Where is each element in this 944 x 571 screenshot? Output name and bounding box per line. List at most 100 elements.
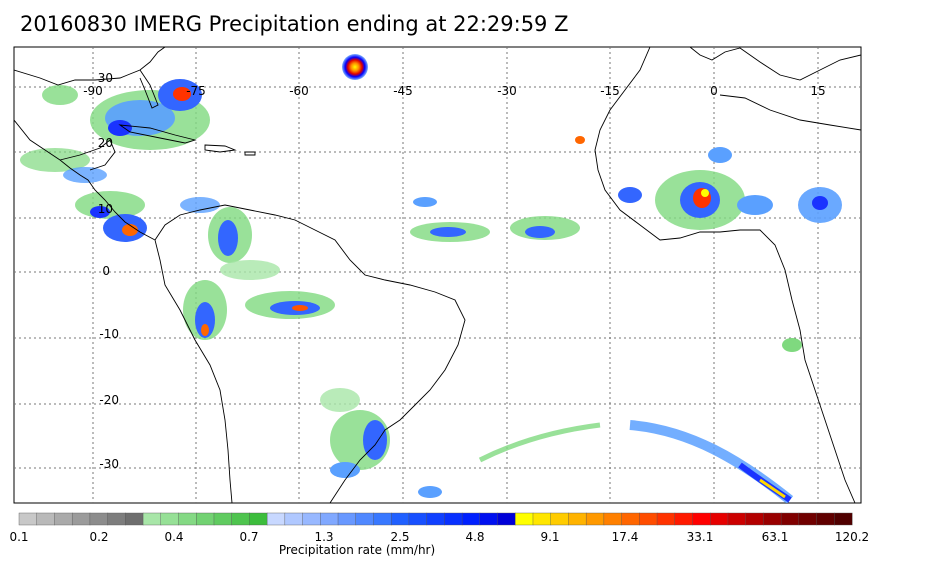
colorbar-tick-label: 9.1 [540, 530, 559, 544]
colorbar-tick-label: 0.2 [89, 530, 108, 544]
precip-area [737, 195, 773, 215]
colorbar-swatch [408, 512, 428, 526]
colorbar-tick-label: 1.3 [314, 530, 333, 544]
colorbar-swatch [515, 512, 534, 526]
coastline-mediterranean [719, 94, 861, 131]
precip-area [430, 227, 466, 237]
colorbar-swatch [36, 512, 55, 526]
precip-area [812, 196, 828, 210]
colorbar-swatch [426, 512, 445, 526]
precip-area [90, 206, 110, 218]
coastline-europe [689, 47, 861, 81]
colorbar-swatch [479, 512, 499, 526]
storm-cell [342, 54, 368, 80]
lat-labels: 30 20 10 0 -10 -20 -30 [98, 71, 119, 471]
colorbar-swatches [18, 512, 853, 526]
colorbar-swatch [373, 512, 392, 526]
coastline-north-america [14, 47, 166, 86]
colorbar-swatch [89, 512, 109, 526]
colorbar-swatch [603, 512, 623, 526]
lon-label: 0 [710, 84, 718, 98]
colorbar-swatch [54, 512, 73, 526]
precip-area [782, 338, 802, 352]
coastline-puerto-rico [244, 151, 256, 156]
lat-label: 30 [98, 71, 113, 85]
colorbar-swatch [390, 512, 410, 526]
colorbar-tick-label: 0.1 [9, 530, 28, 544]
colorbar-swatch [727, 512, 747, 526]
lat-label: -30 [99, 457, 119, 471]
lat-label: -20 [99, 393, 119, 407]
precip-area [418, 486, 442, 498]
precipitation-fields [20, 54, 842, 498]
colorbar-tick-label: 17.4 [612, 530, 639, 544]
colorbar-swatch [249, 512, 268, 526]
coastline-south-america [154, 204, 466, 503]
colorbar-tick-label: 33.1 [687, 530, 714, 544]
colorbar-swatch [745, 512, 764, 526]
precip-area [413, 197, 437, 207]
lat-label: 20 [98, 136, 113, 150]
coastline-yucatan [59, 139, 116, 171]
colorbar-swatch [320, 512, 339, 526]
precip-area [108, 120, 132, 136]
precip-area [173, 87, 191, 101]
colorbar-tick-label: 0.7 [239, 530, 258, 544]
colorbar-tick-labels: 0.1 0.2 0.4 0.7 1.3 2.5 4.8 9.1 17.4 33.… [9, 530, 869, 544]
colorbar-tick-label: 4.8 [465, 530, 484, 544]
lon-label: -60 [289, 84, 309, 98]
lon-label: 15 [810, 84, 825, 98]
colorbar-swatch [355, 512, 374, 526]
colorbar-swatch [692, 512, 711, 526]
precip-area [218, 220, 238, 256]
colorbar-swatch [160, 512, 180, 526]
coastlines [14, 47, 861, 503]
precip-area [195, 302, 215, 338]
colorbar-swatch [284, 512, 304, 526]
coastline-hispaniola [204, 144, 237, 153]
precip-area [292, 305, 308, 311]
colorbar-swatch [798, 512, 818, 526]
lat-label: 0 [102, 264, 110, 278]
precip-area [320, 388, 360, 412]
colorbar-swatch [532, 512, 552, 526]
colorbar-swatch [621, 512, 640, 526]
lon-label: -15 [600, 84, 620, 98]
colorbar-swatch [780, 512, 800, 526]
coastline-west-africa [594, 47, 856, 503]
colorbar-swatch [302, 512, 321, 526]
precip-area [575, 136, 585, 144]
precip-area [618, 187, 642, 203]
colorbar-swatch [656, 512, 676, 526]
lon-label: -45 [393, 84, 413, 98]
coastline-cuba [118, 124, 197, 144]
colorbar-swatch [107, 512, 126, 526]
precip-area [180, 197, 220, 213]
colorbar-swatch [213, 512, 233, 526]
colorbar-label: Precipitation rate (mm/hr) [279, 543, 435, 557]
precip-area [122, 224, 138, 236]
colorbar-swatch [231, 512, 250, 526]
lon-label: -90 [83, 84, 103, 98]
colorbar-swatch [674, 512, 693, 526]
lon-label: -75 [186, 84, 206, 98]
lat-label: -10 [99, 327, 119, 341]
precip-area [525, 226, 555, 238]
colorbar-swatch [461, 512, 481, 526]
colorbar-swatch [266, 512, 286, 526]
lon-label: -30 [497, 84, 517, 98]
colorbar-swatch [196, 512, 215, 526]
colorbar-swatch [763, 512, 782, 526]
colorbar-swatch [816, 512, 835, 526]
colorbar-swatch [639, 512, 658, 526]
colorbar-swatch [337, 512, 357, 526]
precip-area [201, 324, 209, 336]
frontal-band-faint [478, 422, 601, 463]
precip-area [330, 462, 360, 478]
colorbar-tick-label: 63.1 [762, 530, 789, 544]
lon-labels: -90 -75 -60 -45 -30 -15 0 15 [83, 84, 825, 98]
precip-area [42, 85, 78, 105]
map-title: 20160830 IMERG Precipitation ending at 2… [20, 12, 569, 36]
